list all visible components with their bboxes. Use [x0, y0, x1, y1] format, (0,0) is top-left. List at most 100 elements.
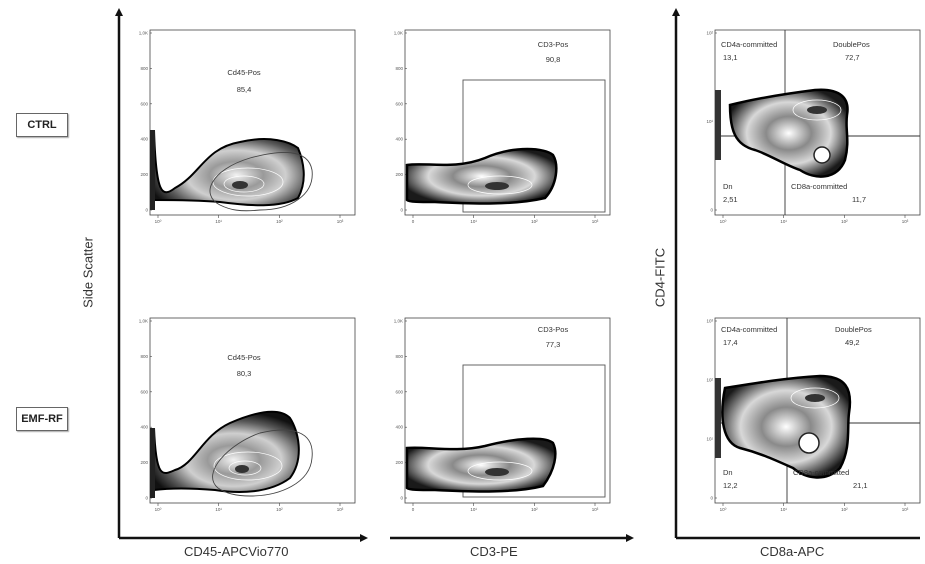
y-axis-label-side-scatter: Side Scatter: [80, 237, 96, 308]
density-contour: [405, 437, 557, 493]
y-tick-label: 800: [395, 66, 403, 71]
y-tick-label: 10³: [706, 319, 713, 324]
x-axis-label-cd3: CD3-PE: [470, 544, 518, 559]
gate-q1-value: 13,1: [723, 53, 738, 62]
x-ticks: 0 10¹ 10² 10³: [412, 215, 599, 224]
x-ticks: 0 10¹ 10² 10³: [412, 503, 599, 512]
density-contour: [721, 374, 852, 479]
y-tick-label: 400: [140, 137, 148, 142]
plot-emf-cd4cd8: 10³ 10² 10¹ 0 CD4a-committed 17,4 DoublePos…: [705, 317, 921, 512]
y-tick-label: 600: [395, 101, 403, 106]
plot-ctrl-cd45: 1,0K 800 600 400 200 0 Cd45-Pos 85,4 10⁰ 10¹ 10…: [139, 29, 356, 224]
y-tick-label: 200: [395, 460, 403, 465]
gate-q4-value: 21,1: [853, 481, 868, 490]
y-tick-label: 0: [710, 208, 713, 213]
y-tick-label: 800: [395, 354, 403, 359]
y-tick-label: 600: [395, 389, 403, 394]
x-tick-label: 10³: [592, 219, 599, 224]
y-tick-label: 1,0K: [139, 319, 148, 324]
x-ticks: 10⁰ 10¹ 10² 10³: [155, 503, 344, 512]
gate-value: 85,4: [237, 85, 252, 94]
gate-q3-name: Dn: [723, 182, 733, 191]
y-tick-label: 10¹: [706, 437, 713, 442]
gate-q2-value: 72,7: [845, 53, 860, 62]
gate-q2-name: DoublePos: [833, 40, 870, 49]
y-tick-label: 10²: [706, 31, 713, 36]
y-tick-label: 400: [395, 425, 403, 430]
gate-q4-name: CD8a-committed: [793, 468, 849, 477]
plot-frame: [149, 29, 356, 216]
x-tick-label: 10³: [902, 507, 909, 512]
x-tick-label: 10⁰: [720, 507, 727, 512]
y-tick-label: 0: [400, 208, 403, 213]
y-tick-label: 0: [710, 496, 713, 501]
y-tick-label: 0: [145, 208, 148, 213]
y-tick-label: 800: [140, 354, 148, 359]
density-contour: [405, 147, 558, 205]
x-tick-label: 10³: [337, 219, 344, 224]
x-tick-label: 10¹: [780, 507, 787, 512]
plot-frame: [404, 29, 611, 216]
gate-q3-name: Dn: [723, 468, 733, 477]
x-tick-label: 10¹: [215, 219, 222, 224]
x-tick-label: 10¹: [780, 219, 787, 224]
y-tick-label: 10²: [706, 378, 713, 383]
y-tick-label: 800: [140, 66, 148, 71]
plot-frame: [404, 317, 611, 504]
gate-value: 77,3: [546, 340, 561, 349]
gate-q2-value: 49,2: [845, 338, 860, 347]
y-tick-label: 200: [140, 460, 148, 465]
gate-name: Cd45-Pos: [227, 68, 261, 77]
x-tick-label: 10²: [276, 219, 283, 224]
gate-rect: [462, 364, 606, 498]
gate-rect: [462, 79, 606, 213]
x-tick-label: 10²: [841, 507, 848, 512]
row-label-emf-rf: EMF-RF: [16, 407, 68, 431]
row-label-ctrl: CTRL: [16, 113, 68, 137]
gate-value: 80,3: [237, 369, 252, 378]
plot-ctrl-cd4cd8: 10² 10¹ 0 CD4a-committed 13,1 DoublePos 72…: [705, 29, 921, 224]
gate-value: 90,8: [546, 55, 561, 64]
y-tick-label: 400: [395, 137, 403, 142]
x-ticks: 10⁰ 10¹ 10² 10³: [720, 503, 909, 512]
x-tick-label: 10⁰: [720, 219, 727, 224]
y-tick-label: 1,0K: [394, 31, 403, 36]
gate-q3-value: 12,2: [723, 481, 738, 490]
x-tick-label: 0: [412, 219, 415, 224]
x-tick-label: 10²: [841, 219, 848, 224]
gate-q3-value: 2,51: [723, 195, 738, 204]
x-axis-label-cd8a: CD8a-APC: [760, 544, 825, 559]
y-tick-label: 0: [145, 496, 148, 501]
gate-outline: [209, 151, 313, 212]
x-tick-label: 10²: [276, 507, 283, 512]
gate-q1-name: CD4a-committed: [721, 325, 777, 334]
gate-q2-name: DoublePos: [835, 325, 872, 334]
plot-emf-cd3: 1,0K 800 600 400 200 0 CD3-Pos 77,3 0 10¹ 10² 10…: [394, 317, 611, 512]
x-ticks: 10⁰ 10¹ 10² 10³: [155, 215, 344, 224]
y-tick-label: 200: [140, 172, 148, 177]
y-tick-label: 10¹: [706, 119, 713, 124]
plot-ctrl-cd3: 1,0K 800 600 400 200 0 CD3-Pos 90,8 0 10¹ 10² 10…: [394, 29, 611, 224]
y-tick-label: 600: [140, 389, 148, 394]
gate-name: CD3-Pos: [538, 325, 569, 334]
x-tick-label: 10³: [902, 219, 909, 224]
gate-name: Cd45-Pos: [227, 353, 261, 362]
x-tick-label: 10²: [531, 507, 538, 512]
plot-emf-cd45: 1,0K 800 600 400 200 0 Cd45-Pos 80,3 10⁰ 10¹ 10…: [139, 317, 356, 512]
x-tick-label: 10³: [592, 507, 599, 512]
y-tick-label: 400: [140, 425, 148, 430]
x-tick-label: 10⁰: [155, 507, 162, 512]
density-contour: [153, 129, 305, 207]
gate-name: CD3-Pos: [538, 40, 569, 49]
y-tick-label: 1,0K: [139, 31, 148, 36]
y-tick-label: 600: [140, 101, 148, 106]
x-axis-label-cd45: CD45-APCVio770: [184, 544, 289, 559]
gate-q4-value: 11,7: [852, 195, 866, 204]
gate-q1-value: 17,4: [723, 338, 738, 347]
y-tick-label: 200: [395, 172, 403, 177]
gate-q1-name: CD4a-committed: [721, 40, 777, 49]
gate-q4-name: CD8a-committed: [791, 182, 847, 191]
x-tick-label: 10³: [337, 507, 344, 512]
density-contour: [153, 410, 300, 493]
